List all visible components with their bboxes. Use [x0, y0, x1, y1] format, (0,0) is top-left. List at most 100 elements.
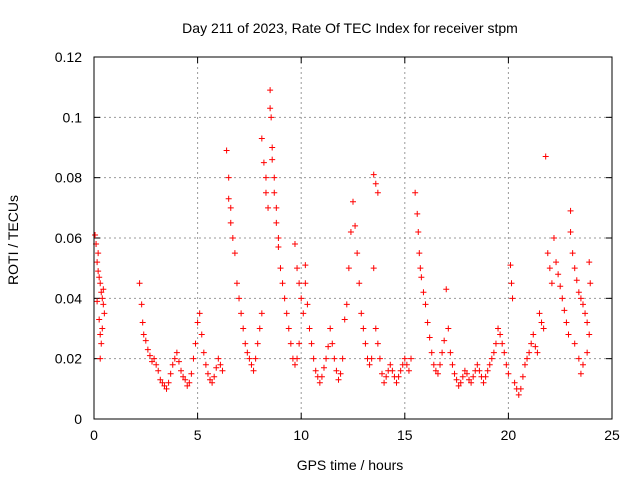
data-point: [571, 265, 578, 272]
data-point: [350, 198, 356, 205]
data-point: [188, 370, 195, 377]
data-point: [482, 373, 489, 380]
data-point: [412, 189, 419, 196]
data-point: [559, 295, 566, 302]
data-point: [414, 210, 421, 217]
data-point: [207, 376, 214, 383]
data-point: [381, 379, 388, 386]
data-point: [96, 274, 103, 281]
data-point: [455, 382, 462, 389]
data-point: [422, 301, 429, 308]
data-point: [565, 331, 572, 338]
data-point: [420, 289, 427, 296]
data-point: [379, 370, 386, 377]
data-point: [345, 265, 352, 272]
data-point: [153, 361, 160, 368]
data-point: [459, 373, 466, 380]
data-point: [356, 280, 363, 287]
data-point: [269, 144, 276, 151]
data-point: [495, 325, 502, 332]
data-point: [501, 349, 508, 356]
data-point: [98, 289, 105, 296]
data-point: [236, 295, 243, 302]
data-point: [298, 295, 305, 302]
data-point: [246, 355, 253, 362]
data-point: [403, 361, 410, 368]
data-point: [285, 325, 292, 332]
data-point: [146, 352, 153, 359]
data-point: [296, 280, 303, 287]
data-point: [586, 331, 593, 338]
data-point: [142, 337, 149, 344]
data-point: [275, 235, 282, 241]
data-point: [577, 370, 584, 377]
data-point: [180, 373, 187, 380]
data-point: [136, 280, 143, 287]
data-point: [262, 189, 269, 196]
data-point: [308, 340, 315, 347]
data-point: [546, 265, 553, 272]
data-point: [219, 367, 226, 374]
data-point: [451, 370, 458, 377]
data-point: [198, 331, 205, 338]
data-point: [178, 367, 185, 374]
data-point: [265, 204, 272, 211]
data-point: [466, 376, 473, 383]
data-point: [341, 316, 348, 323]
data-point: [98, 340, 105, 347]
y-tick-label: 0.12: [55, 49, 82, 65]
data-point: [95, 268, 102, 275]
data-point: [538, 319, 545, 326]
data-point: [225, 174, 232, 181]
data-point: [194, 319, 201, 326]
data-point: [347, 228, 354, 235]
data-point: [519, 373, 526, 380]
data-point: [553, 259, 560, 266]
data-point: [100, 301, 107, 308]
data-point: [509, 295, 516, 302]
data-point: [567, 228, 574, 235]
data-point: [374, 340, 381, 347]
data-point: [296, 340, 303, 347]
data-point: [101, 310, 108, 317]
data-point: [196, 310, 203, 317]
data-point: [165, 379, 172, 386]
data-point: [575, 355, 582, 362]
data-point: [587, 280, 594, 287]
data-point: [577, 295, 584, 302]
data-point: [294, 355, 301, 362]
data-point: [387, 361, 394, 368]
data-point: [526, 349, 533, 356]
data-point: [149, 358, 156, 365]
data-point: [569, 250, 576, 257]
data-point: [275, 244, 282, 251]
data-point: [271, 174, 278, 181]
data-point: [461, 367, 468, 374]
data-point: [343, 301, 350, 308]
data-point: [318, 373, 325, 380]
data-point: [499, 340, 506, 347]
data-point: [484, 367, 491, 374]
data-point: [173, 349, 180, 356]
data-point: [97, 280, 104, 287]
data-point: [169, 361, 176, 368]
data-point: [428, 349, 435, 356]
data-point: [94, 259, 101, 266]
data-point: [395, 373, 402, 380]
data-point: [287, 340, 294, 347]
data-point: [252, 355, 259, 362]
data-point: [316, 379, 323, 386]
data-point: [366, 361, 373, 368]
data-point: [511, 379, 518, 386]
data-point: [138, 301, 145, 308]
data-point: [416, 250, 423, 257]
data-point: [167, 370, 174, 377]
chart-title: Day 211 of 2023, Rate Of TEC Index for r…: [182, 20, 518, 36]
data-point: [443, 286, 450, 293]
data-point: [474, 361, 481, 368]
data-point: [248, 361, 255, 368]
data-point: [457, 379, 464, 386]
data-point: [97, 355, 104, 362]
data-point: [358, 310, 365, 317]
data-point: [550, 235, 557, 241]
